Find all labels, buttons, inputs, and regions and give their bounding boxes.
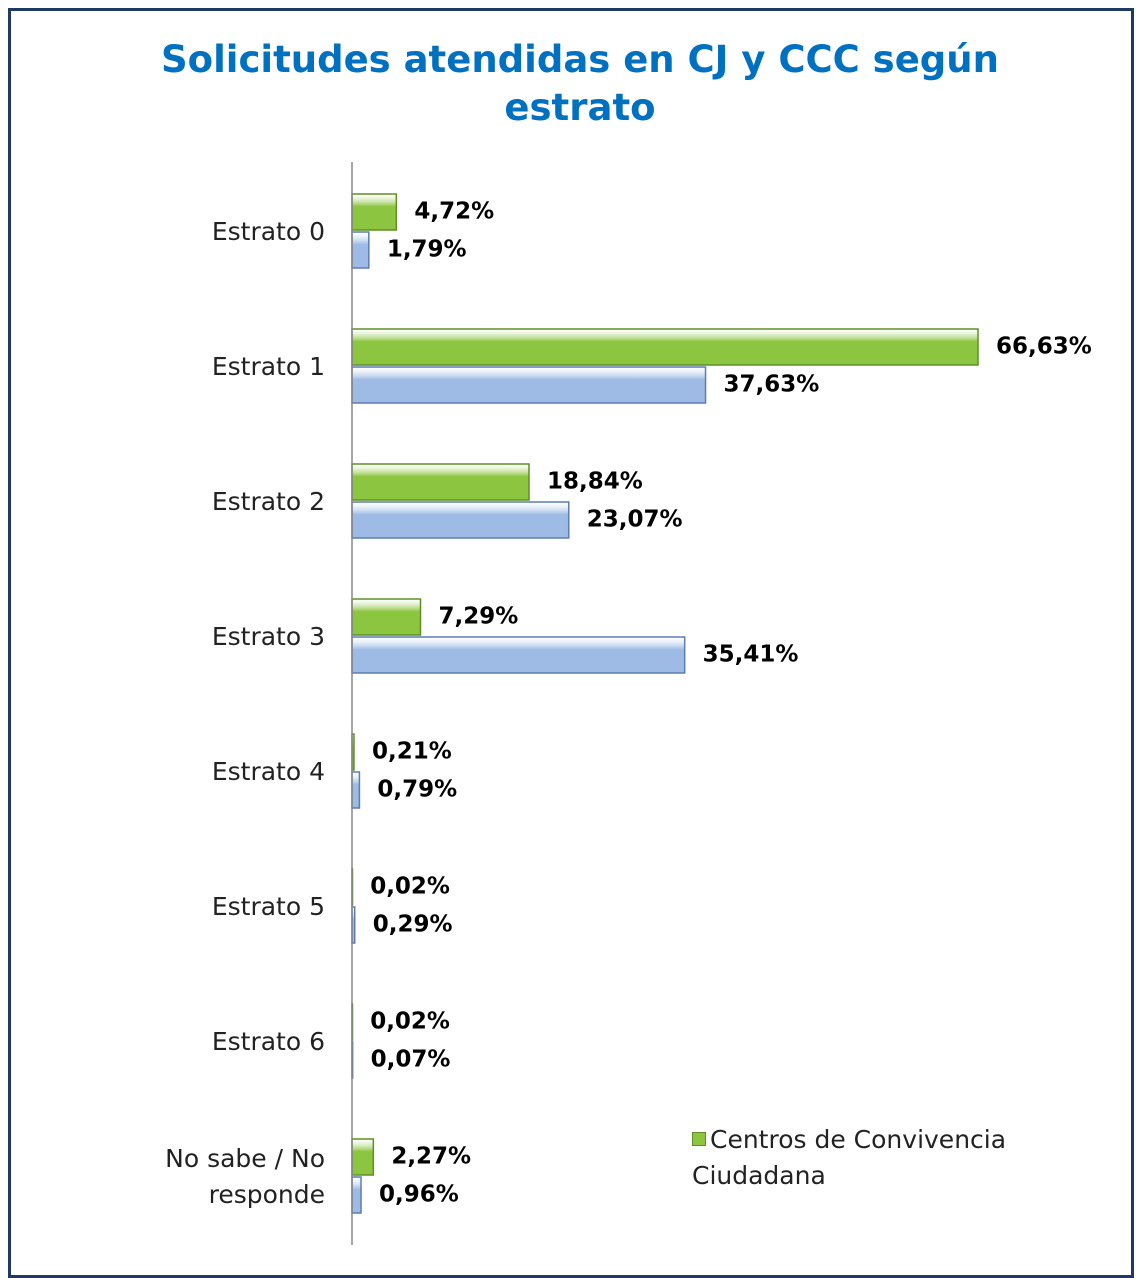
value-label: 66,63% xyxy=(996,334,1092,360)
bar xyxy=(351,771,361,809)
legend-swatch xyxy=(692,1132,706,1146)
legend: Centros de Convivencia Ciudadana xyxy=(692,1122,1072,1194)
y-tick-label: Estrato 3 xyxy=(211,622,325,651)
value-label: 0,02% xyxy=(370,874,450,900)
value-label: 0,79% xyxy=(377,777,457,803)
bar xyxy=(351,328,979,366)
value-label: 0,29% xyxy=(373,912,453,938)
value-label: 0,21% xyxy=(372,739,452,765)
legend-label: Centros de Convivencia Ciudadana xyxy=(692,1125,1007,1190)
value-label: 7,29% xyxy=(438,604,518,630)
value-label: 2,27% xyxy=(391,1144,471,1170)
chart-title: Solicitudes atendidas en CJ y CCC según … xyxy=(161,38,999,129)
value-label: 18,84% xyxy=(547,469,643,495)
value-label: 0,07% xyxy=(371,1047,451,1073)
y-tick-label: Estrato 0 xyxy=(211,217,325,246)
value-label: 0,02% xyxy=(370,1009,450,1035)
value-label: 35,41% xyxy=(703,642,799,668)
value-label: 1,79% xyxy=(387,237,467,263)
y-tick-label: Estrato 5 xyxy=(211,892,325,921)
bar xyxy=(351,636,686,674)
y-tick-label: No sabe / No responde xyxy=(165,1144,325,1209)
bar xyxy=(351,501,570,539)
bar xyxy=(351,1176,362,1214)
value-label: 23,07% xyxy=(587,507,683,533)
y-tick-label: Estrato 6 xyxy=(211,1027,325,1056)
y-tick-label: Estrato 2 xyxy=(211,487,325,516)
value-label: 4,72% xyxy=(414,199,494,225)
bar xyxy=(351,598,422,636)
bar xyxy=(351,231,370,269)
bar xyxy=(351,463,530,501)
bar xyxy=(351,366,707,404)
bar xyxy=(351,193,398,231)
y-tick-label: Estrato 4 xyxy=(211,757,325,786)
value-label: 0,96% xyxy=(379,1182,459,1208)
value-label: 37,63% xyxy=(724,372,820,398)
y-tick-label: Estrato 1 xyxy=(211,352,325,381)
bar xyxy=(351,1138,375,1176)
